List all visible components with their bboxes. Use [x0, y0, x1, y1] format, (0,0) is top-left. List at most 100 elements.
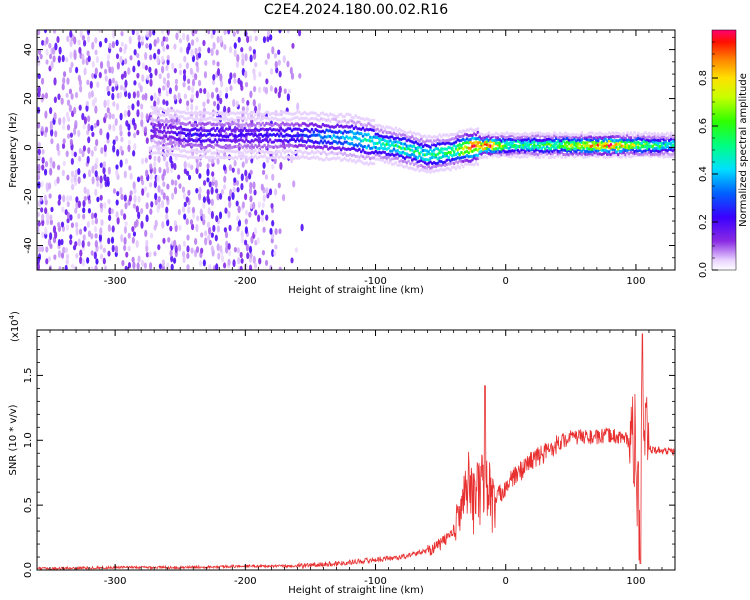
ridge-cell — [575, 150, 578, 154]
ridge-cell — [407, 166, 410, 170]
noise-cell — [104, 37, 108, 44]
noise-cell — [62, 160, 66, 167]
noise-cell — [191, 78, 196, 87]
noise-cell — [119, 159, 123, 168]
noise-cell — [37, 244, 42, 253]
x-tick-label: -200 — [234, 276, 257, 287]
ridge-cell — [416, 156, 420, 160]
ridge-cell — [350, 146, 354, 151]
noise-cell — [227, 30, 231, 35]
noise-cell — [53, 112, 57, 121]
noise-cell — [153, 161, 157, 168]
ridge-cell — [378, 140, 381, 144]
noise-cell — [190, 247, 194, 254]
noise-cell — [233, 42, 237, 50]
noise-cell — [69, 39, 73, 48]
ridge-cell — [560, 150, 564, 155]
ridge-cell — [396, 149, 399, 153]
noise-cell — [81, 258, 85, 267]
ridge-cell — [569, 144, 573, 148]
noise-cell — [106, 85, 110, 92]
noise-cell — [148, 251, 152, 258]
ridge-cell — [631, 133, 635, 137]
noise-cell — [124, 58, 128, 65]
ridge-cell — [232, 118, 235, 122]
noise-cell — [132, 231, 137, 237]
noise-cell — [57, 199, 61, 206]
noise-cell — [104, 75, 108, 82]
ridge-cell — [170, 118, 173, 123]
noise-cell — [278, 30, 282, 34]
noise-cell — [145, 43, 149, 49]
ridge-cell — [259, 149, 263, 154]
noise-cell — [112, 144, 116, 153]
noise-cell — [208, 264, 212, 270]
noise-cell — [254, 62, 258, 68]
ridge-cell — [585, 133, 589, 137]
noise-cell — [290, 257, 294, 264]
noise-cell — [217, 252, 221, 260]
noise-cell — [171, 62, 175, 70]
noise-cell — [227, 106, 231, 114]
ridge-cell — [456, 151, 460, 155]
noise-cell — [170, 179, 175, 186]
noise-cell — [64, 209, 68, 216]
ridge-cell — [509, 132, 512, 136]
ridge-cell — [376, 135, 379, 140]
noise-cell — [266, 30, 271, 37]
ridge-cell — [381, 158, 385, 162]
multiplier-exp: 4 — [8, 314, 16, 319]
ridge-cell — [363, 156, 367, 161]
ridge-cell — [620, 155, 624, 159]
noise-cell — [190, 48, 194, 58]
noise-cell — [216, 35, 220, 44]
ridge-cell — [507, 137, 511, 141]
ridge-cell — [369, 139, 372, 143]
noise-cell — [219, 73, 223, 82]
ridge-cell — [163, 129, 166, 133]
noise-cell — [45, 182, 49, 191]
ridge-cell — [321, 146, 325, 150]
ridge-cell — [179, 141, 183, 146]
noise-cell — [112, 101, 116, 107]
noise-cell — [77, 39, 81, 46]
noise-cell — [82, 213, 86, 220]
noise-cell — [228, 46, 233, 54]
ridge-cell — [370, 156, 374, 160]
ridge-cell — [243, 111, 246, 115]
noise-cell — [149, 232, 154, 239]
noise-cell — [271, 173, 275, 181]
noise-cell — [150, 201, 154, 208]
ridge-cell — [587, 135, 591, 139]
noise-cell — [43, 30, 48, 34]
ridge-cell — [447, 162, 451, 166]
noise-cell — [91, 61, 95, 68]
noise-cell — [85, 104, 89, 112]
ridge-cell — [204, 129, 208, 133]
ridge-cell — [443, 160, 447, 164]
ridge-cell — [531, 140, 534, 144]
noise-cell — [224, 92, 229, 99]
x-tick-label: 0 — [503, 576, 509, 587]
noise-cell — [177, 174, 181, 180]
ridge-cell — [212, 126, 215, 130]
noise-cell — [56, 176, 60, 184]
noise-cell — [165, 160, 169, 168]
ridge-cell — [367, 151, 370, 155]
noise-cell — [37, 226, 40, 234]
ridge-cell — [605, 155, 609, 159]
ridge-cell — [252, 145, 255, 149]
noise-cell — [248, 264, 253, 270]
ridge-cell — [392, 128, 396, 132]
noise-cell — [69, 138, 73, 146]
ridge-cell — [489, 136, 492, 140]
noise-cell — [177, 92, 181, 100]
noise-cell — [202, 259, 206, 267]
noise-cell — [244, 262, 248, 270]
ridge-cell — [582, 155, 585, 159]
ridge-cell — [387, 146, 390, 150]
x-tick-label: -100 — [364, 576, 387, 587]
noise-cell — [258, 71, 262, 78]
noise-cell — [269, 68, 274, 75]
noise-cell — [244, 53, 248, 62]
